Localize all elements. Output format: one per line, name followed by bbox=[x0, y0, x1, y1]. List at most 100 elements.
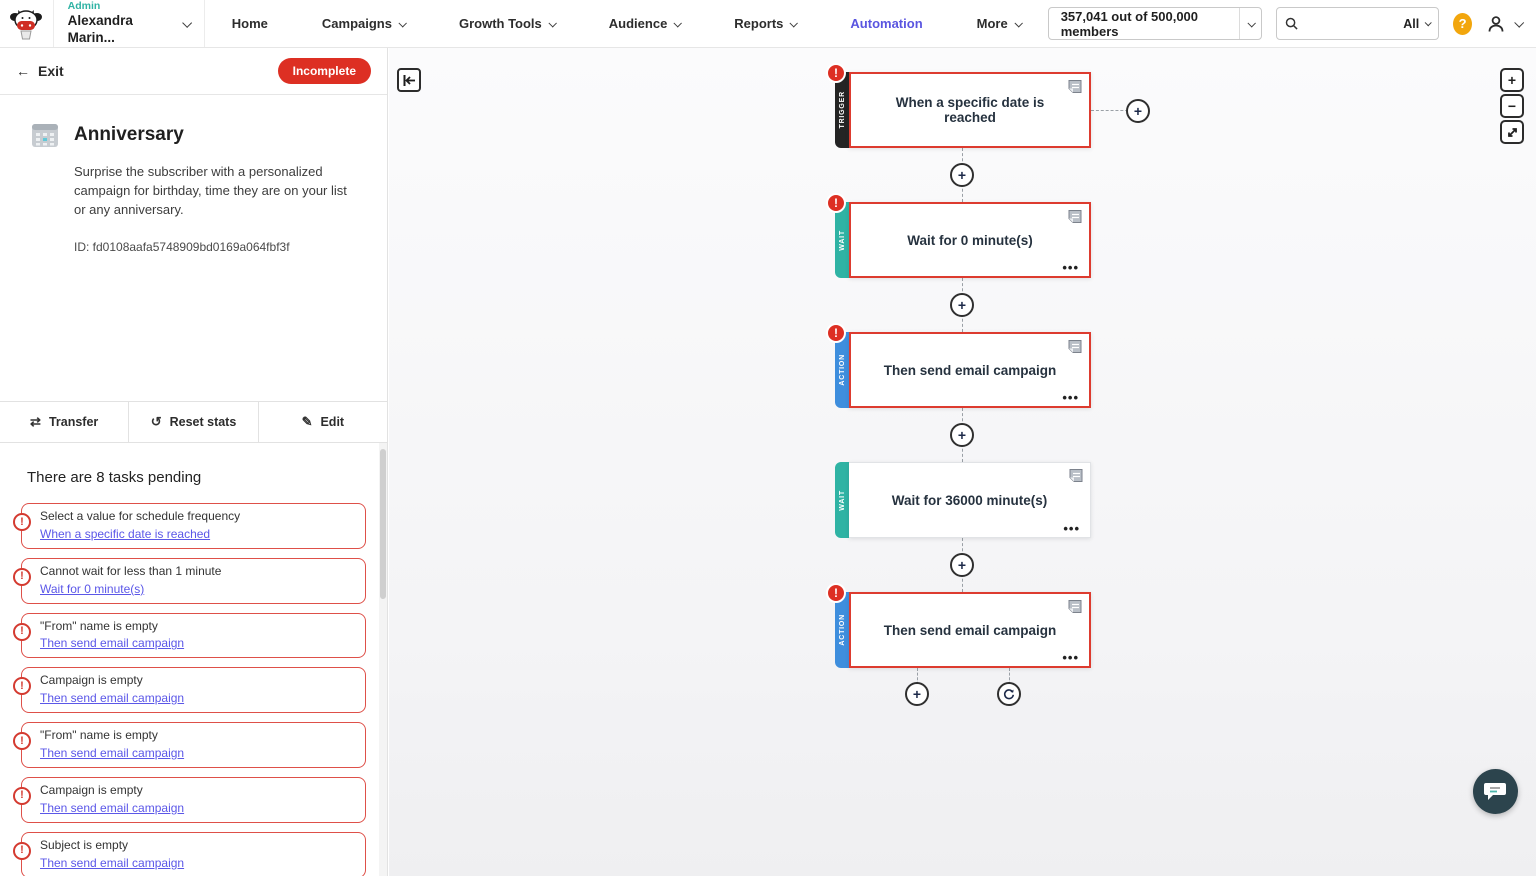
error-icon: ! bbox=[13, 622, 31, 641]
add-step-button[interactable]: + bbox=[950, 553, 974, 577]
task-link[interactable]: Wait for 0 minute(s) bbox=[40, 581, 145, 596]
plus-icon: + bbox=[1133, 103, 1143, 119]
task-card: ! Campaign is empty Then send email camp… bbox=[13, 667, 366, 714]
node-menu-button[interactable]: ••• bbox=[1062, 260, 1079, 275]
workflow-node-action[interactable]: ! ACTION Then send email campaign ••• bbox=[826, 583, 1091, 668]
task-card: ! Cannot wait for less than 1 minute Wai… bbox=[13, 557, 366, 604]
nav-item-campaigns[interactable]: Campaigns bbox=[295, 0, 432, 47]
account-switcher[interactable]: Admin Alexandra Marin... bbox=[54, 0, 205, 47]
note-icon[interactable] bbox=[1067, 339, 1083, 359]
transfer-button[interactable]: ⇄ Transfer bbox=[0, 402, 130, 442]
recipe-description: Surprise the subscriber with a personali… bbox=[74, 164, 347, 217]
pencil-icon: ✎ bbox=[301, 414, 313, 429]
workflow-node-action[interactable]: ! ACTION Then send email campaign ••• bbox=[826, 323, 1091, 408]
note-icon[interactable] bbox=[1068, 468, 1084, 488]
task-link[interactable]: Then send email campaign bbox=[40, 800, 185, 815]
recipe-actions: ⇄ Transfer ↺ Reset stats ✎ Edit bbox=[0, 401, 387, 443]
node-type-ribbon: ACTION bbox=[835, 332, 849, 408]
recipe-title: Anniversary bbox=[74, 124, 184, 145]
moosend-logo[interactable] bbox=[0, 0, 54, 47]
loop-restart-button[interactable] bbox=[997, 682, 1021, 706]
note-icon[interactable] bbox=[1067, 79, 1083, 99]
node-menu-button[interactable]: ••• bbox=[1062, 650, 1079, 665]
task-card: ! Select a value for schedule frequency … bbox=[13, 503, 366, 549]
calendar-icon bbox=[32, 124, 58, 147]
node-label: When a specific date is reached bbox=[895, 95, 1045, 125]
search-scope-dropdown[interactable]: All bbox=[1403, 17, 1432, 31]
add-step-button[interactable]: + bbox=[950, 293, 974, 317]
support-chat-button[interactable] bbox=[1473, 769, 1518, 814]
workflow-node-wait[interactable]: WAIT Wait for 36000 minute(s) ••• bbox=[835, 462, 1091, 538]
navbar-right: 357,041 out of 500,000 members All ? bbox=[1047, 7, 1536, 40]
search-input[interactable] bbox=[1304, 16, 1398, 31]
task-link[interactable]: Then send email campaign bbox=[40, 745, 185, 760]
workflow-node-wait[interactable]: ! WAIT Wait for 0 minute(s) ••• bbox=[826, 193, 1091, 278]
add-step-button[interactable]: + bbox=[1126, 99, 1150, 123]
node-label: Then send email campaign bbox=[883, 362, 1057, 378]
global-search: All bbox=[1276, 7, 1440, 40]
members-usage-dropdown[interactable]: 357,041 out of 500,000 members bbox=[1047, 7, 1263, 40]
error-icon: ! bbox=[13, 732, 31, 751]
arrow-left-icon: ← bbox=[16, 63, 30, 79]
search-icon bbox=[1285, 17, 1298, 30]
add-step-button[interactable]: + bbox=[950, 163, 974, 187]
chevron-down-icon bbox=[398, 18, 407, 28]
main-nav: Home Campaigns Growth Tools Audience Rep… bbox=[205, 0, 1048, 47]
user-icon bbox=[1488, 15, 1504, 32]
connector-line bbox=[1009, 668, 1010, 694]
node-label: Wait for 0 minute(s) bbox=[907, 232, 1033, 248]
tasks-heading: There are 8 tasks pending bbox=[27, 469, 202, 486]
node-label: Then send email campaign bbox=[883, 622, 1057, 638]
node-menu-button[interactable]: ••• bbox=[1062, 390, 1079, 405]
cow-mascot-icon bbox=[10, 9, 43, 39]
plus-icon: + bbox=[957, 427, 967, 443]
help-button[interactable]: ? bbox=[1453, 12, 1472, 35]
task-link[interactable]: Then send email campaign bbox=[40, 636, 185, 651]
nav-item-home[interactable]: Home bbox=[231, 16, 268, 31]
zoom-in-button[interactable]: + bbox=[1500, 68, 1524, 92]
workflow-canvas[interactable]: + − + + + + + + ! TRIGGER When a specifi… bbox=[389, 48, 1536, 876]
add-step-button[interactable]: + bbox=[905, 682, 929, 706]
task-card: ! "From" name is empty Then send email c… bbox=[13, 612, 366, 659]
nav-item-automation[interactable]: Automation bbox=[850, 16, 923, 31]
nav-item-audience[interactable]: Audience bbox=[582, 0, 708, 47]
plus-icon: + bbox=[912, 686, 922, 702]
task-link[interactable]: When a specific date is reached bbox=[40, 526, 211, 541]
task-card: ! "From" name is empty Then send email c… bbox=[13, 722, 366, 768]
exit-button[interactable]: ← Exit bbox=[16, 63, 64, 79]
automation-sidebar: ← Exit Incomplete Anniversary Surprise t… bbox=[0, 48, 388, 876]
members-usage-label: 357,041 out of 500,000 members bbox=[1060, 8, 1199, 39]
task-link[interactable]: Then send email campaign bbox=[40, 855, 185, 870]
fullscreen-button[interactable] bbox=[1500, 120, 1524, 144]
nav-item-growth-tools[interactable]: Growth Tools bbox=[432, 0, 582, 47]
nav-item-reports[interactable]: Reports bbox=[707, 0, 823, 47]
scrollbar-thumb[interactable] bbox=[380, 449, 386, 599]
top-navbar: Admin Alexandra Marin... Home Campaigns … bbox=[0, 0, 1536, 48]
node-menu-button[interactable]: ••• bbox=[1063, 521, 1080, 536]
note-icon[interactable] bbox=[1067, 599, 1083, 619]
task-card: ! Campaign is empty Then send email camp… bbox=[13, 776, 366, 823]
minus-icon: − bbox=[1507, 98, 1517, 114]
node-type-ribbon: WAIT bbox=[835, 202, 849, 278]
chevron-down-icon bbox=[789, 18, 799, 28]
user-menu[interactable] bbox=[1486, 14, 1525, 34]
collapse-sidebar-button[interactable] bbox=[397, 68, 421, 92]
note-icon[interactable] bbox=[1067, 209, 1083, 229]
error-icon: ! bbox=[13, 786, 31, 805]
reset-stats-button[interactable]: ↺ Reset stats bbox=[129, 402, 259, 442]
chevron-down-icon bbox=[1424, 19, 1432, 27]
error-icon: ! bbox=[13, 677, 31, 696]
pending-tasks-panel: There are 8 tasks pending ! Select a val… bbox=[0, 443, 387, 876]
task-link[interactable]: Then send email campaign bbox=[40, 691, 185, 706]
connector-line bbox=[1091, 110, 1138, 111]
workflow-node-trigger[interactable]: ! TRIGGER When a specific date is reache… bbox=[826, 63, 1091, 148]
error-icon: ! bbox=[826, 63, 846, 83]
add-step-button[interactable]: + bbox=[950, 423, 974, 447]
nav-item-more[interactable]: More bbox=[950, 0, 1048, 47]
expand-diagonal-icon bbox=[1507, 127, 1517, 137]
plus-icon: + bbox=[957, 557, 967, 573]
zoom-out-button[interactable]: − bbox=[1500, 94, 1524, 118]
node-label: Wait for 36000 minute(s) bbox=[891, 492, 1048, 508]
sidebar-scrollbar[interactable] bbox=[379, 443, 387, 876]
edit-button[interactable]: ✎ Edit bbox=[258, 402, 387, 442]
